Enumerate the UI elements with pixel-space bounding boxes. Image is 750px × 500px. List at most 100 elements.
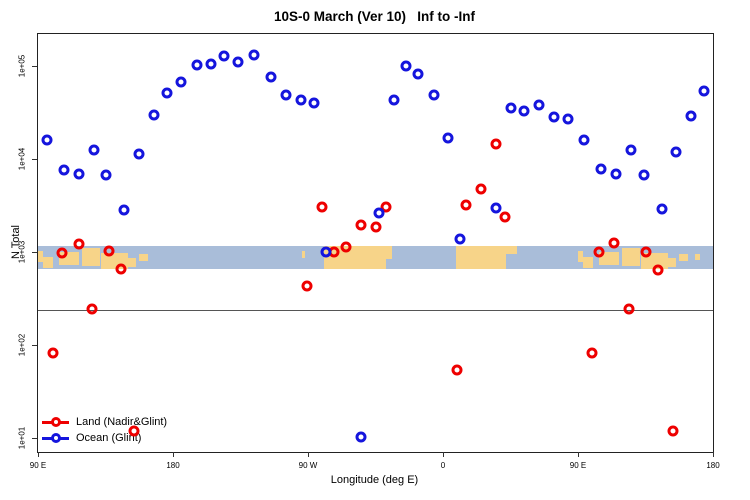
data-point-land [460, 199, 471, 211]
data-point-ocean [191, 59, 203, 71]
map-land-patch [578, 250, 583, 263]
data-point-land [490, 138, 501, 150]
data-point-ocean [58, 164, 69, 176]
data-point-ocean [490, 202, 501, 214]
land-legend-circle [50, 417, 61, 427]
data-point-land [355, 219, 366, 231]
x-tick-label: 90 W [298, 461, 318, 470]
data-point-ocean [412, 68, 423, 80]
data-point-ocean [248, 49, 260, 61]
data-point-ocean [578, 134, 590, 146]
y-tick-mark [31, 159, 37, 160]
map-land-patch [695, 254, 700, 261]
data-point-land [608, 237, 620, 249]
x-axis-label: Longitude (deg E) [330, 474, 419, 486]
data-point-ocean [595, 163, 606, 175]
data-point-ocean [610, 168, 621, 180]
y-tick-label: 1e+03 [17, 240, 27, 264]
x-tick-mark [443, 452, 444, 457]
x-tick-mark [578, 452, 579, 457]
data-point-ocean [232, 56, 243, 68]
data-point-land [370, 221, 381, 233]
map-land-patch [43, 256, 53, 269]
data-point-ocean [442, 132, 453, 144]
y-tick-mark [31, 438, 37, 439]
data-point-ocean [265, 71, 276, 83]
data-point-ocean [638, 169, 650, 181]
data-point-ocean [148, 109, 159, 121]
data-point-land [640, 246, 651, 258]
data-point-ocean [355, 431, 366, 443]
x-tick-label: 180 [706, 461, 720, 470]
data-point-ocean [625, 144, 636, 156]
data-point-ocean [373, 207, 384, 219]
data-point-ocean [454, 233, 465, 245]
data-point-ocean [100, 169, 111, 181]
data-point-ocean [685, 110, 696, 122]
data-point-ocean [175, 76, 186, 88]
data-point-ocean [548, 111, 560, 123]
map-land-patch [678, 254, 688, 262]
data-point-land [667, 425, 678, 437]
data-point-land [128, 425, 140, 437]
data-point-ocean [388, 94, 399, 106]
data-point-land [301, 280, 312, 292]
y-tick-label: 1e+04 [17, 147, 27, 171]
data-point-land [380, 201, 392, 213]
data-point-ocean [295, 94, 306, 106]
data-point-ocean [41, 134, 53, 146]
ocean-series-marker-icon [42, 432, 69, 444]
map-land-patch [38, 250, 43, 263]
data-point-land [593, 246, 605, 258]
data-point-ocean [73, 168, 84, 180]
legend-label-land: Land (Nadir&Glint) [76, 416, 168, 428]
data-point-land [73, 238, 84, 250]
map-land-patch [599, 251, 619, 265]
legend-item-ocean: Ocean (Glint) [42, 430, 167, 446]
data-point-ocean [161, 87, 173, 99]
reference-line [38, 309, 713, 311]
data-point-land [115, 263, 126, 275]
data-point-ocean [533, 99, 545, 111]
x-tick-mark [308, 452, 309, 457]
data-point-ocean [428, 89, 440, 101]
map-land-patch [81, 248, 100, 266]
data-point-ocean [320, 246, 332, 258]
map-land-patch [583, 256, 593, 269]
data-point-ocean [133, 148, 144, 160]
y-tick-mark [31, 66, 37, 67]
data-point-land [499, 211, 510, 223]
data-point-ocean [518, 105, 530, 117]
data-point-ocean [562, 113, 573, 125]
data-point-ocean [656, 203, 668, 215]
x-tick-label: 90 E [29, 461, 47, 470]
x-tick-mark [713, 452, 714, 457]
data-point-ocean [205, 58, 216, 70]
data-point-ocean [400, 60, 411, 72]
legend-item-land: Land (Nadir&Glint) [42, 414, 167, 430]
data-point-land [451, 364, 462, 376]
data-point-ocean [698, 85, 710, 97]
data-point-land [652, 264, 663, 276]
data-point-land [475, 183, 486, 195]
x-tick-mark [173, 452, 174, 457]
plot-area: Land (Nadir&Glint) Ocean (Glint) 90 E 180… [18, 33, 720, 470]
map-land-patch [621, 248, 640, 266]
y-tick-mark [31, 345, 37, 346]
data-point-land [103, 245, 114, 257]
data-point-ocean [118, 204, 129, 216]
map-land-patch [455, 246, 506, 270]
land-series-marker-icon [42, 416, 69, 428]
data-point-land [586, 347, 597, 359]
data-point-land [623, 303, 635, 315]
data-point-land [340, 241, 351, 253]
ocean-legend-circle [50, 433, 61, 443]
y-tick-label: 1e+02 [17, 333, 27, 357]
x-tick-label: 180 [166, 461, 180, 470]
map-land-patch [302, 250, 305, 258]
data-point-land [56, 247, 68, 259]
map-land-patch [506, 246, 517, 255]
map-land-patch [668, 257, 676, 268]
chart-title: 10S-0 March (Ver 10) Inf to -Inf [273, 9, 476, 24]
